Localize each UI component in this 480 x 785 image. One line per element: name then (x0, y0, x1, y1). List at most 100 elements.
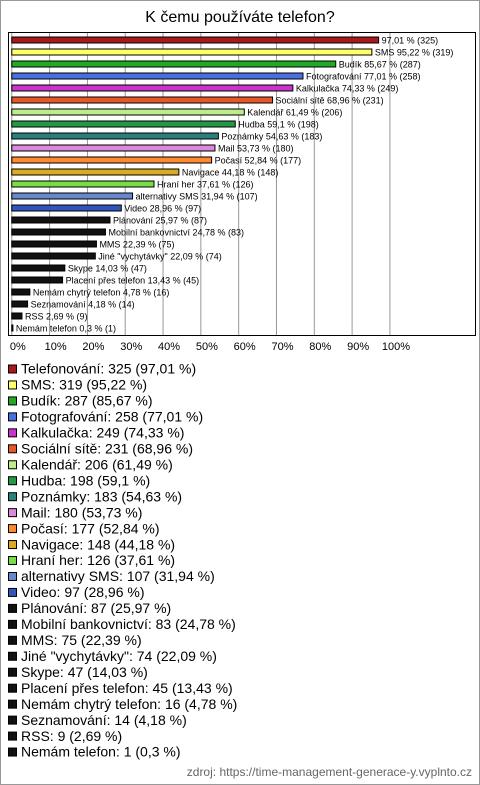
legend-label: Sociální sítě: 231 (68,96 %) (21, 441, 193, 457)
legend-swatch (8, 396, 17, 406)
bar (11, 108, 245, 116)
legend-label: MMS: 75 (22,39 %) (21, 632, 142, 648)
value-label: Hudba 59,1 % (198) (238, 119, 319, 129)
bar (11, 60, 337, 68)
bar (11, 240, 97, 248)
value-label: Mobilní bankovnictví 24,78 % (83) (108, 227, 244, 237)
value-label: Video 28,96 % (97) (124, 203, 201, 213)
legend-swatch (8, 460, 17, 470)
legend-swatch (8, 731, 17, 741)
legend-swatch (8, 524, 17, 534)
x-tick-label: 50% (196, 341, 218, 353)
bar (11, 324, 14, 332)
legend-label: Mail: 180 (53,73 %) (21, 504, 142, 520)
value-label: Hraní her 37,61 % (126) (157, 179, 254, 189)
value-label: Placení přes telefon 13,43 % (45) (66, 275, 200, 285)
value-label: RSS 2,69 % (9) (25, 311, 88, 321)
bar (11, 132, 219, 140)
x-tick-label: 40% (158, 341, 180, 353)
bar (11, 48, 373, 56)
bar (11, 84, 294, 92)
legend-swatch (8, 444, 17, 454)
legend-swatch (8, 619, 17, 629)
legend-label: Skype: 47 (14,03 %) (21, 664, 148, 680)
value-label: Navigace 44,18 % (148) (182, 167, 279, 177)
legend-swatch (8, 380, 17, 390)
value-label: Sociální sítě 68,96 % (231) (276, 95, 384, 105)
x-tick-label: 80% (309, 341, 331, 353)
value-label: Počasí 52,84 % (177) (215, 155, 302, 165)
bar (11, 288, 31, 296)
bar (11, 216, 111, 224)
legend-swatch (8, 699, 17, 709)
legend-label: Nemám chytrý telefon: 16 (4,78 %) (21, 696, 237, 712)
value-label: Kalkulačka 74,33 % (249) (296, 83, 399, 93)
bar (11, 144, 216, 152)
legend-label: Hudba: 198 (59,1 %) (21, 472, 150, 488)
legend-label: SMS: 319 (95,22 %) (21, 377, 147, 393)
legend-label: Mobilní bankovnictví: 83 (24,78 %) (21, 616, 236, 632)
value-label: SMS 95,22 % (319) (375, 47, 454, 57)
legend-label: Telefonování: 325 (97,01 %) (21, 361, 196, 377)
legend-label: Plánování: 87 (25,97 %) (21, 600, 171, 616)
bar (11, 204, 122, 212)
legend-label: Navigace: 148 (44,18 %) (21, 536, 175, 552)
legend-label: Placení přes telefon: 45 (13,43 %) (21, 680, 233, 696)
legend-swatch (8, 635, 17, 645)
legend-label: Seznamování: 14 (4,18 %) (21, 712, 187, 728)
value-label: Poznámky 54,63 % (183) (221, 131, 322, 141)
legend-swatch (8, 492, 17, 502)
x-tick-label: 30% (120, 341, 142, 353)
legend-label: Nemám telefon: 1 (0,3 %) (21, 744, 181, 760)
value-label: alternativy SMS 31,94 % (107) (136, 191, 258, 201)
legend-label: Video: 97 (28,96 %) (21, 584, 145, 600)
x-tick-label: 0% (10, 341, 26, 353)
value-label: Jiné "vychytávky" 22,09 % (74) (98, 251, 221, 261)
bar (11, 180, 155, 188)
bar (11, 276, 64, 284)
legend-swatch (8, 571, 17, 581)
legend-label: Kalendář: 206 (61,49 %) (21, 456, 173, 472)
value-label: Kalendář 61,49 % (206) (247, 107, 342, 117)
bar (11, 36, 380, 44)
legend-label: Jiné "vychytávky": 74 (22,09 %) (21, 648, 217, 664)
value-label: Seznamování 4,18 % (14) (31, 299, 135, 309)
x-tick-label: 100% (382, 341, 410, 353)
legend-swatch (8, 603, 17, 613)
legend-swatch (8, 540, 17, 550)
x-tick-label: 10% (45, 341, 67, 353)
bar (11, 72, 304, 80)
bar (11, 168, 180, 176)
value-label: Nemám telefon 0,3 % (1) (16, 323, 116, 333)
bar (11, 120, 236, 128)
bar (11, 228, 106, 236)
legend-swatch (8, 587, 17, 597)
value-label: Skype 14,03 % (47) (68, 263, 147, 273)
bar (11, 192, 134, 200)
legend-swatch (8, 428, 17, 438)
x-tick-label: 70% (271, 341, 293, 353)
legend-swatch (8, 364, 17, 374)
x-tick-label: 90% (347, 341, 369, 353)
value-label: Plánování 25,97 % (87) (113, 215, 207, 225)
legend-swatch (8, 651, 17, 661)
bar (11, 96, 274, 104)
legend-label: Poznámky: 183 (54,63 %) (21, 488, 182, 504)
bar (11, 300, 29, 308)
value-label: Nemám chytrý telefon 4,78 % (16) (33, 287, 170, 297)
legend-label: Kalkulačka: 249 (74,33 %) (21, 425, 184, 441)
legend-label: RSS: 9 (2,69 %) (21, 728, 122, 744)
chart-title: K čemu používáte telefon? (145, 9, 335, 26)
legend-swatch (8, 715, 17, 725)
legend-label: Budík: 287 (85,67 %) (21, 393, 153, 409)
legend-label: Hraní her: 126 (37,61 %) (21, 552, 175, 568)
value-label: MMS 22,39 % (75) (99, 239, 174, 249)
x-tick-label: 60% (234, 341, 256, 353)
value-label: 97,01 % (325) (382, 35, 439, 45)
legend-label: Počasí: 177 (52,84 %) (21, 520, 160, 536)
legend-label: alternativy SMS: 107 (31,94 %) (21, 568, 215, 584)
legend-swatch (8, 683, 17, 693)
value-label: Budík 85,67 % (287) (339, 59, 421, 69)
bar (11, 252, 96, 260)
